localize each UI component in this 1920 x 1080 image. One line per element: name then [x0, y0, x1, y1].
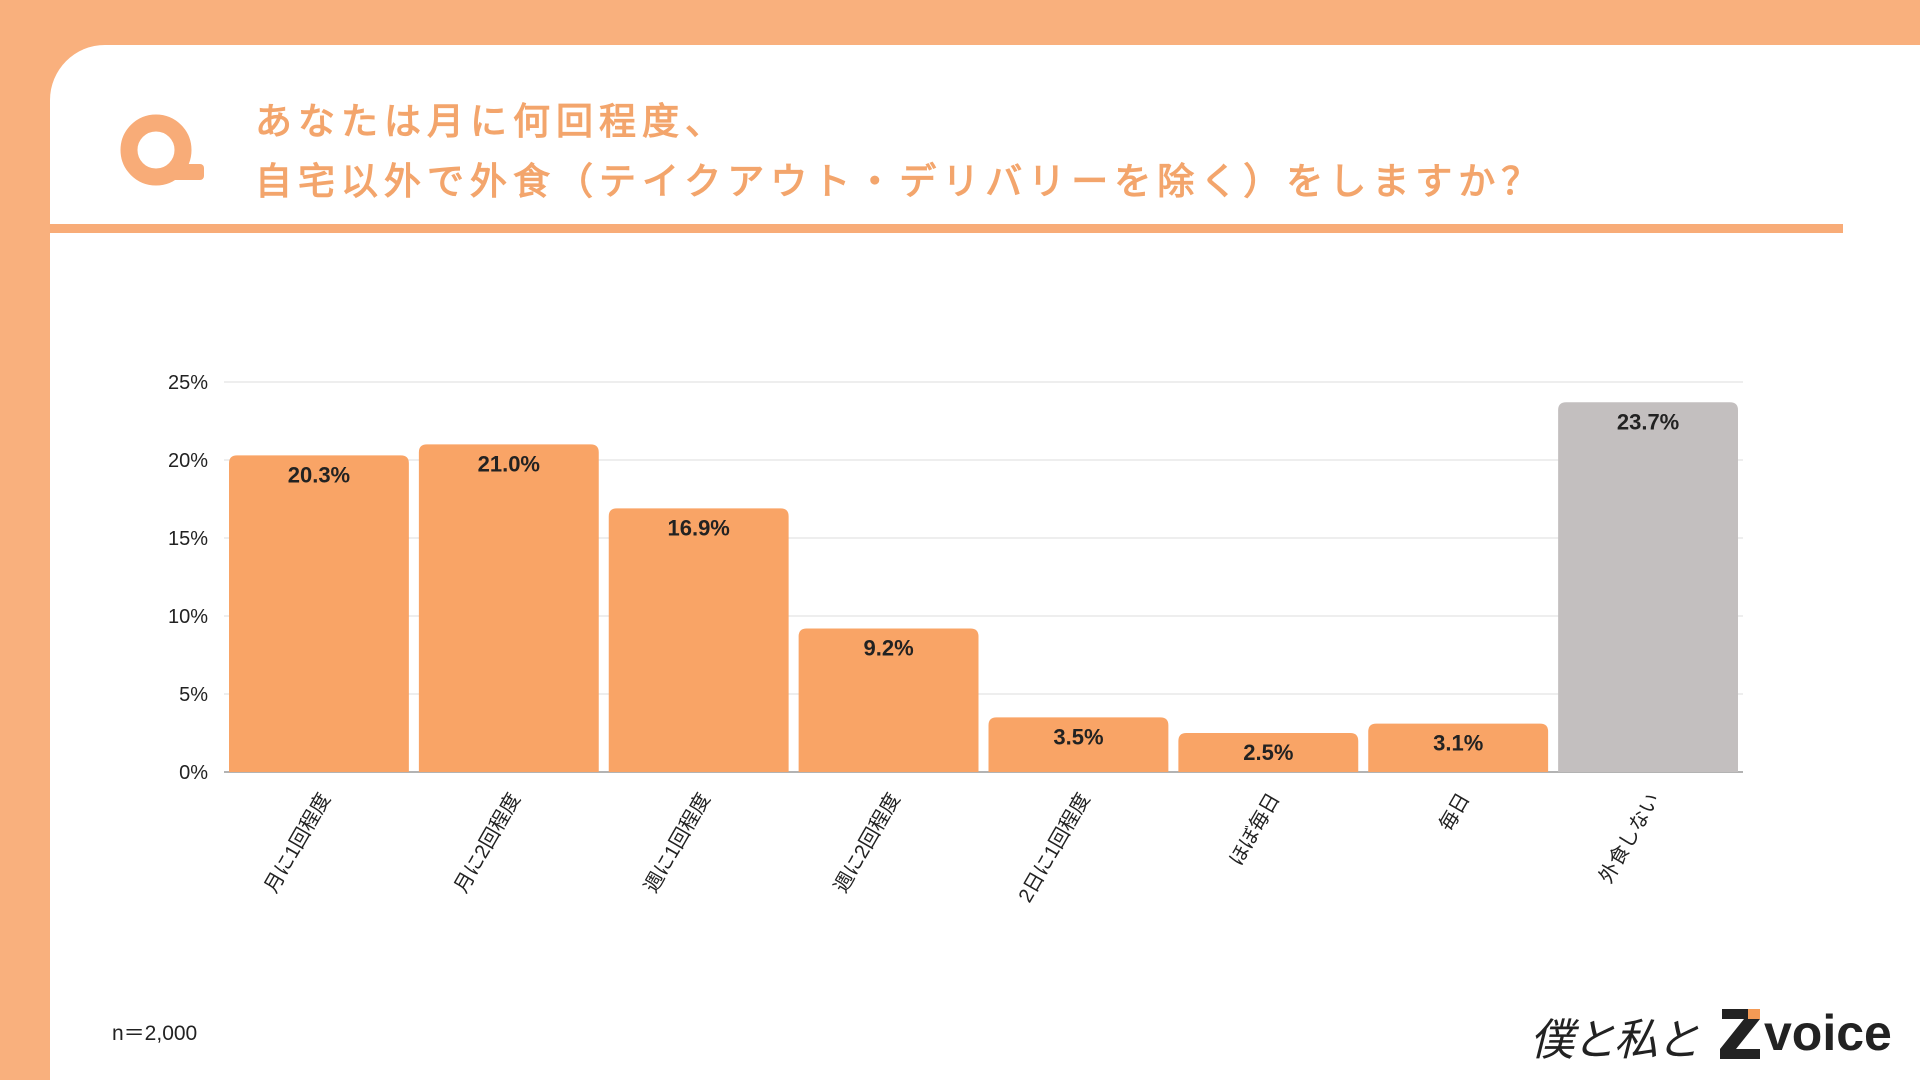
x-tick-label: 月に1回程度 [260, 789, 335, 897]
bar [1558, 402, 1738, 772]
bar [1368, 723, 1549, 772]
bar [798, 628, 979, 772]
y-tick-label: 25% [168, 372, 208, 394]
bar [1178, 733, 1359, 772]
bar-value-label: 2.5% [1243, 740, 1293, 765]
bar [988, 717, 1169, 772]
bar [418, 444, 599, 772]
title-divider [50, 224, 1843, 233]
y-tick-label: 5% [179, 684, 208, 706]
y-tick-label: 10% [168, 606, 208, 628]
logo-z-mark [1720, 1009, 1760, 1059]
x-tick-label: 週に2回程度 [829, 789, 904, 897]
bar-value-label: 20.3% [288, 462, 350, 487]
bar-value-label: 3.1% [1433, 731, 1483, 756]
q-icon [120, 114, 204, 186]
x-tick-label: 毎日 [1435, 789, 1475, 835]
bar-value-label: 9.2% [863, 635, 913, 660]
x-tick-label: 2日に1回程度 [1014, 789, 1095, 906]
bar [229, 455, 409, 772]
title-line-2: 自宅以外で外食（テイクアウト・デリバリーを除く）をしますか？ [255, 160, 1545, 203]
x-tick-label: ほぼ毎日 [1225, 789, 1285, 870]
y-tick-label: 15% [168, 528, 208, 550]
bar-value-label: 21.0% [478, 451, 540, 476]
bar-value-label: 23.7% [1617, 409, 1679, 434]
x-tick-label: 週に1回程度 [640, 789, 715, 897]
page-title: あなたは月に何回程度、 自宅以外で外食（テイクアウト・デリバリーを除く）をします… [255, 92, 1544, 212]
logo-script-text: 僕と私と [1530, 1015, 1700, 1066]
bar-value-label: 16.9% [667, 515, 729, 540]
y-tick-label: 0% [179, 762, 208, 784]
x-tick-label: 外食しない [1594, 789, 1664, 887]
x-tick-label: 月に2回程度 [450, 789, 525, 897]
bar [608, 508, 789, 772]
logo-brand-text: voice [1764, 1005, 1892, 1061]
title-line-1: あなたは月に何回程度、 [255, 100, 728, 143]
y-tick-label: 20% [168, 450, 208, 472]
bar-value-label: 3.5% [1053, 724, 1103, 749]
sample-size-note: n＝2,000 [112, 1022, 198, 1045]
brand-logo: 僕と私と voice [1530, 1000, 1910, 1070]
